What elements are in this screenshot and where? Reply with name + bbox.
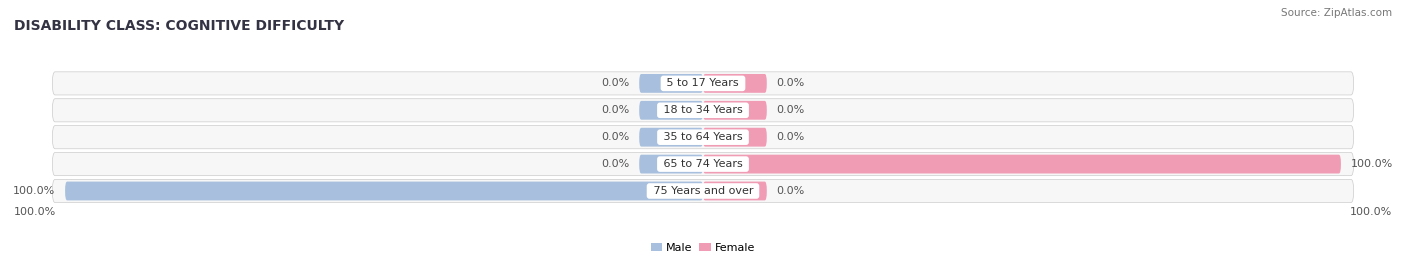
Legend: Male, Female: Male, Female: [651, 243, 755, 253]
Text: 0.0%: 0.0%: [602, 105, 630, 115]
Text: 35 to 64 Years: 35 to 64 Years: [659, 132, 747, 142]
Text: 0.0%: 0.0%: [776, 132, 804, 142]
FancyBboxPatch shape: [640, 101, 703, 120]
FancyBboxPatch shape: [703, 155, 1341, 174]
Text: 65 to 74 Years: 65 to 74 Years: [659, 159, 747, 169]
Text: 18 to 34 Years: 18 to 34 Years: [659, 105, 747, 115]
Text: 0.0%: 0.0%: [602, 159, 630, 169]
Text: 75 Years and over: 75 Years and over: [650, 186, 756, 196]
Text: 0.0%: 0.0%: [602, 78, 630, 89]
FancyBboxPatch shape: [703, 101, 766, 120]
Text: 0.0%: 0.0%: [776, 105, 804, 115]
FancyBboxPatch shape: [640, 128, 703, 147]
FancyBboxPatch shape: [52, 153, 1354, 176]
FancyBboxPatch shape: [703, 74, 766, 93]
Text: 5 to 17 Years: 5 to 17 Years: [664, 78, 742, 89]
FancyBboxPatch shape: [703, 128, 766, 147]
FancyBboxPatch shape: [640, 155, 703, 174]
Text: 100.0%: 100.0%: [14, 207, 56, 217]
Text: 0.0%: 0.0%: [776, 186, 804, 196]
FancyBboxPatch shape: [52, 179, 1354, 203]
FancyBboxPatch shape: [52, 126, 1354, 149]
Text: 100.0%: 100.0%: [1350, 207, 1392, 217]
FancyBboxPatch shape: [65, 182, 703, 200]
FancyBboxPatch shape: [52, 72, 1354, 95]
Text: 0.0%: 0.0%: [776, 78, 804, 89]
Text: 0.0%: 0.0%: [602, 132, 630, 142]
Text: 100.0%: 100.0%: [13, 186, 55, 196]
Text: DISABILITY CLASS: COGNITIVE DIFFICULTY: DISABILITY CLASS: COGNITIVE DIFFICULTY: [14, 19, 344, 33]
FancyBboxPatch shape: [703, 182, 766, 200]
Text: 100.0%: 100.0%: [1351, 159, 1393, 169]
FancyBboxPatch shape: [640, 74, 703, 93]
Text: Source: ZipAtlas.com: Source: ZipAtlas.com: [1281, 8, 1392, 18]
FancyBboxPatch shape: [52, 99, 1354, 122]
